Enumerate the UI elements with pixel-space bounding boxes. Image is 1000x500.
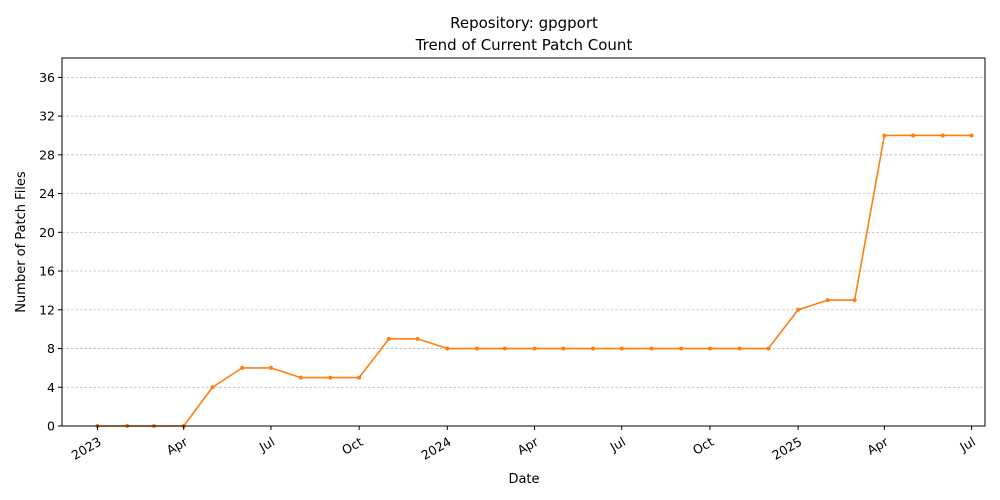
chart-title: Repository: gpgport: [450, 14, 598, 32]
data-point: [911, 133, 916, 138]
y-tick-label: 12: [39, 302, 55, 317]
y-tick-label: 36: [39, 70, 55, 85]
data-point: [969, 133, 974, 138]
x-tick-label: Jul: [956, 434, 977, 455]
y-tick-label: 20: [39, 225, 55, 240]
x-tick-label: Jul: [256, 434, 277, 455]
data-point: [415, 336, 420, 341]
x-tick-label: Oct: [339, 434, 365, 458]
x-tick-label: Jul: [607, 434, 628, 455]
data-point: [268, 365, 273, 370]
data-point: [707, 346, 712, 351]
x-tick-label: Apr: [515, 433, 542, 457]
data-point: [475, 346, 480, 351]
grid-lines: [62, 77, 985, 388]
data-point: [590, 346, 595, 351]
y-tick-label: 16: [39, 264, 55, 279]
data-point: [298, 375, 303, 380]
y-tick-label: 28: [39, 147, 55, 162]
data-point: [766, 346, 771, 351]
series-layer: [95, 133, 974, 428]
x-tick-label: 2024: [419, 434, 454, 463]
data-point: [210, 385, 215, 390]
data-point: [502, 346, 507, 351]
data-point: [737, 346, 742, 351]
data-point: [940, 133, 945, 138]
data-point: [386, 336, 391, 341]
data-point: [882, 133, 887, 138]
plot-area-frame: [61, 57, 986, 427]
x-tick-label: Apr: [864, 433, 891, 457]
y-axis-label: Number of Patch Files: [14, 171, 29, 313]
y-tick-label: 8: [47, 341, 55, 356]
data-point: [532, 346, 537, 351]
y-axis: 0 4 8 12 16 20 24 28 32 36: [39, 70, 62, 434]
data-point: [796, 307, 801, 312]
data-point: [852, 298, 857, 303]
series-line: [97, 134, 972, 427]
data-point: [357, 375, 362, 380]
data-point: [328, 375, 333, 380]
chart-subtitle: Trend of Current Patch Count: [415, 36, 633, 54]
data-point: [240, 365, 245, 370]
y-tick-label: 0: [47, 419, 55, 434]
data-point: [649, 346, 654, 351]
data-point: [825, 298, 830, 303]
x-tick-label: Apr: [164, 433, 191, 457]
x-tick-label: 2023: [69, 434, 104, 463]
x-axis-label: Date: [508, 472, 539, 487]
y-tick-label: 24: [39, 186, 55, 201]
y-tick-label: 4: [47, 380, 55, 395]
x-axis: 2023 Apr Jul Oct 2024 Apr Jul Oct 2025 Apr Jul: [69, 426, 978, 463]
x-tick-label: 2025: [769, 434, 804, 463]
data-point: [561, 346, 566, 351]
x-tick-label: Oct: [690, 434, 716, 458]
data-point: [619, 346, 624, 351]
y-tick-label: 32: [39, 109, 55, 124]
data-point: [445, 346, 450, 351]
data-point: [679, 346, 684, 351]
